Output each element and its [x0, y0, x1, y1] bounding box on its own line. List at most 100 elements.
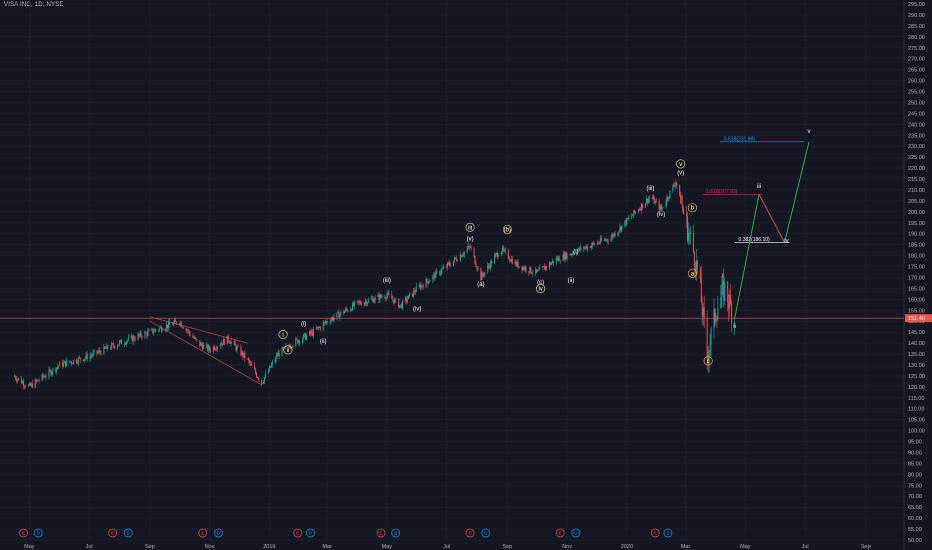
candle-body [323, 322, 325, 323]
candle-body [660, 205, 662, 210]
candle-body [645, 198, 647, 204]
projection-segment [758, 194, 785, 243]
candle-body [292, 345, 294, 348]
y-tick-label: 225.00 [908, 155, 925, 161]
candle-body [559, 260, 561, 262]
candle-body [641, 203, 643, 211]
wave-label: b [691, 206, 695, 212]
earnings-marker[interactable] [650, 528, 660, 538]
dividend-marker[interactable] [33, 528, 43, 538]
candle-body [310, 331, 312, 334]
candle-body [710, 328, 712, 345]
candle-body [50, 370, 52, 375]
y-tick-label: 285.00 [908, 24, 925, 30]
wave-label: iii [468, 225, 472, 231]
current-price-label: 151.40 [908, 316, 925, 322]
candle-body [654, 201, 656, 204]
candle-body [295, 338, 297, 346]
candle-body [720, 297, 722, 309]
dividend-marker[interactable] [663, 528, 673, 538]
candle-body [620, 226, 622, 231]
earnings-marker[interactable] [108, 528, 117, 538]
candle-body [441, 269, 443, 273]
candle-body [22, 381, 24, 384]
candle-body [86, 354, 88, 360]
candle-body [201, 343, 203, 346]
candle-body [117, 345, 119, 349]
candle-body [414, 292, 416, 293]
candle-body [64, 361, 66, 363]
candle-body [267, 370, 269, 374]
dividend-marker[interactable] [123, 528, 133, 538]
candle-body [659, 205, 661, 210]
candle-body [585, 246, 587, 248]
candle-body [354, 301, 356, 307]
earnings-marker[interactable] [198, 528, 208, 538]
candle-body [415, 286, 417, 293]
candle-body [503, 249, 505, 251]
candle-body [123, 343, 125, 345]
earnings-marker[interactable] [376, 528, 386, 538]
candle-body [514, 261, 516, 264]
wave-label: i [282, 333, 283, 339]
candle-body [490, 261, 492, 269]
candle-body [304, 333, 306, 335]
x-tick-label: Nov [562, 544, 572, 550]
candle-body [256, 373, 258, 378]
candle-body [371, 298, 373, 300]
candle-body [469, 246, 471, 248]
x-tick-label: May [740, 544, 751, 550]
fib-level-label: 0.382(186.10) [739, 237, 770, 243]
candle-body [681, 203, 683, 204]
event-marker-label: D [666, 531, 670, 536]
candle-body [669, 190, 671, 198]
candle-body [306, 335, 308, 340]
dividend-marker[interactable] [306, 528, 315, 538]
candle-body [548, 262, 550, 268]
candle-body [162, 330, 164, 332]
candle-body [270, 364, 272, 368]
candle-body [247, 358, 249, 360]
candle-body [665, 202, 667, 208]
candle-body [206, 344, 208, 346]
dividend-marker[interactable] [214, 528, 223, 538]
candle-body [729, 295, 731, 309]
wave-label: (v) [467, 236, 474, 242]
candle-body [347, 309, 349, 312]
candle-body [448, 262, 450, 264]
candle-body [407, 295, 409, 300]
wave-label: (iv) [413, 306, 421, 312]
chart-title: VISA INC, 1D, NYSE [4, 2, 64, 8]
candle-body [161, 327, 163, 332]
candle-body [683, 208, 685, 214]
earnings-marker[interactable] [555, 528, 565, 538]
candle-body [543, 266, 545, 267]
candle-body [110, 348, 112, 350]
candle-body [329, 322, 331, 323]
candle-body [331, 317, 333, 320]
candle-body [730, 295, 732, 304]
candle-body [179, 322, 181, 325]
candle-body [125, 341, 127, 345]
y-tick-label: 220.00 [908, 166, 925, 172]
dividend-marker[interactable] [571, 528, 581, 538]
wave-label: (iv) [657, 212, 665, 218]
earnings-marker[interactable] [19, 528, 28, 538]
x-tick-label: Nov [205, 544, 215, 550]
candle-body [539, 267, 541, 270]
candle-body [134, 339, 136, 340]
wave-label-ring [703, 356, 713, 366]
dividend-marker[interactable] [391, 528, 401, 538]
candle-body [716, 319, 718, 320]
earnings-marker[interactable] [465, 528, 475, 538]
candle-body [17, 379, 19, 381]
wave-label: ii [733, 324, 736, 330]
earnings-marker[interactable] [293, 528, 303, 538]
candle-body [254, 365, 256, 370]
y-tick-label: 165.00 [908, 286, 925, 292]
candle-body [23, 381, 25, 386]
candle-body [34, 379, 36, 388]
candle-body [392, 298, 394, 300]
dividend-marker[interactable] [481, 528, 491, 538]
